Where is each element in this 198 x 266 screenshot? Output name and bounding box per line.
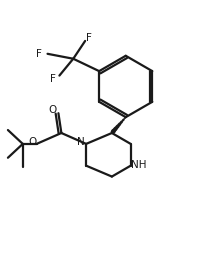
Text: F: F	[50, 74, 55, 84]
Text: O: O	[28, 137, 36, 147]
Text: N: N	[77, 137, 85, 147]
Text: F: F	[86, 33, 92, 43]
Text: NH: NH	[131, 160, 146, 170]
Text: O: O	[48, 105, 57, 115]
Text: F: F	[36, 49, 42, 59]
